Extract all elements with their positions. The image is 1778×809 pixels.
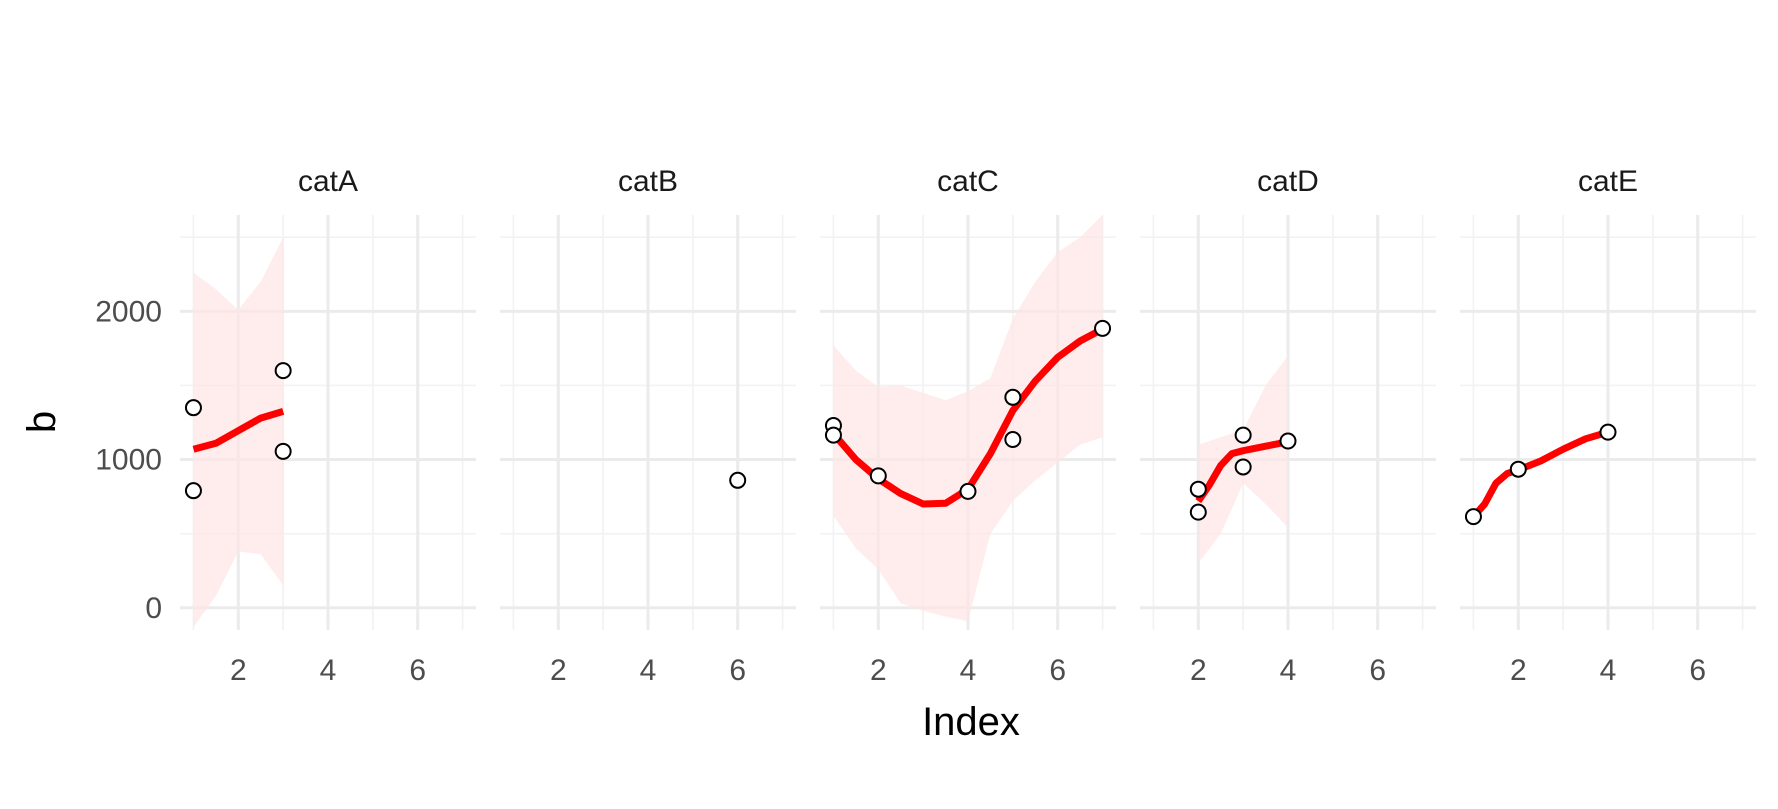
- x-tick-label: 4: [960, 654, 977, 687]
- y-axis-title: b: [20, 411, 64, 433]
- y-tick-label: 0: [145, 592, 162, 625]
- data-point: [959, 482, 977, 500]
- data-point: [184, 399, 202, 417]
- x-tick-label: 4: [320, 654, 337, 687]
- data-point: [1004, 388, 1022, 406]
- facet-label-catC: catC: [937, 165, 999, 198]
- data-point: [1509, 460, 1527, 478]
- y-tick-label: 1000: [95, 444, 162, 477]
- facet-panel-catC: catC 2 4 6: [820, 165, 1116, 687]
- x-tick-label: 6: [409, 654, 426, 687]
- data-point: [1464, 508, 1482, 526]
- data-point: [184, 482, 202, 500]
- smooth-line: [1470, 428, 1610, 519]
- x-tick-label: 6: [729, 654, 746, 687]
- x-axis-title: Index: [922, 700, 1020, 744]
- x-tick-label: 4: [1600, 654, 1617, 687]
- x-tick-label: 2: [870, 654, 887, 687]
- facet-panels: catA 2 4 6 catB 2 4 6 catC 2 4 6 catD 2 4 6 catE 2 4 6: [180, 165, 1756, 687]
- x-tick-label: 2: [1510, 654, 1527, 687]
- data-point: [1094, 319, 1112, 337]
- data-point: [1189, 503, 1207, 521]
- facet-label-catD: catD: [1257, 165, 1319, 198]
- data-point: [869, 467, 887, 485]
- facet-label-catE: catE: [1578, 165, 1638, 198]
- data-point: [1279, 432, 1297, 450]
- smooth-line: [192, 408, 285, 453]
- y-tick-label: 2000: [95, 295, 162, 328]
- facet-label-catA: catA: [298, 165, 358, 198]
- x-tick-label: 6: [1689, 654, 1706, 687]
- data-point: [1234, 458, 1252, 476]
- data-point: [1599, 423, 1617, 441]
- confidence-ribbon: [833, 215, 1103, 622]
- x-tick-label: 4: [640, 654, 657, 687]
- facet-panel-catA: catA 2 4 6: [180, 165, 476, 687]
- data-point: [1189, 480, 1207, 498]
- data-point: [274, 362, 292, 380]
- x-tick-label: 2: [1190, 654, 1207, 687]
- data-point: [1004, 431, 1022, 449]
- data-point: [274, 442, 292, 460]
- y-axis: 0 1000 2000: [95, 295, 162, 624]
- data-point: [729, 471, 747, 489]
- x-tick-label: 2: [550, 654, 567, 687]
- x-tick-label: 6: [1049, 654, 1066, 687]
- x-tick-label: 6: [1369, 654, 1386, 687]
- data-point: [824, 426, 842, 444]
- facet-panel-catD: catD 2 4 6: [1140, 165, 1436, 687]
- facet-panel-catB: catB 2 4 6: [500, 165, 796, 687]
- x-tick-label: 2: [230, 654, 247, 687]
- facet-label-catB: catB: [618, 165, 678, 198]
- facet-panel-catE: catE 2 4 6: [1460, 165, 1756, 687]
- x-tick-label: 4: [1280, 654, 1297, 687]
- data-point: [1234, 426, 1252, 444]
- smooth-line: [1195, 438, 1289, 504]
